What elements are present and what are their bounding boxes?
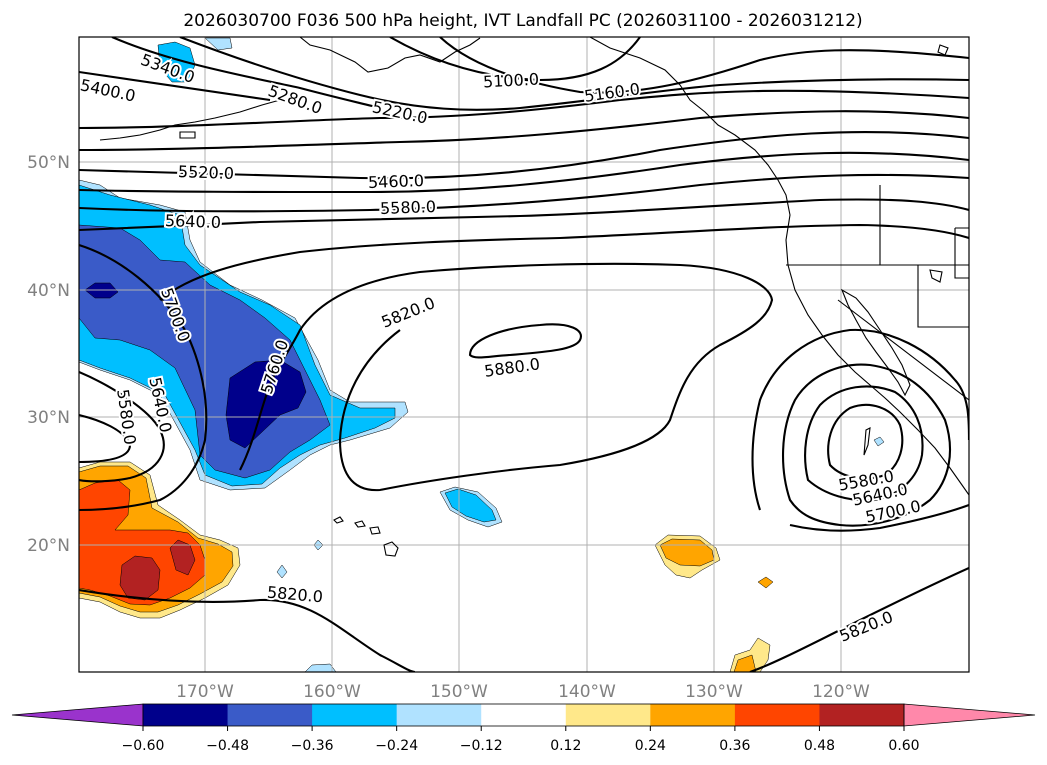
ivt-neg-hawaii	[444, 488, 497, 523]
contour-label: 5640.0	[165, 211, 222, 232]
colorbar-segment	[481, 704, 567, 726]
colorbar-segment	[143, 704, 229, 726]
lon-tick-label: 120°W	[812, 682, 870, 702]
lat-tick-label: 40°N	[27, 281, 70, 301]
ivt-pos-darkred	[119, 555, 161, 601]
lon-tick-labels: 170°W 160°W 150°W 140°W 130°W 120°W	[176, 682, 870, 702]
ivt-neg-small	[276, 564, 288, 579]
lon-tick-label: 170°W	[176, 682, 234, 702]
contour-label: 5580.0	[113, 388, 140, 446]
colorbar-segment	[565, 704, 651, 726]
lat-tick-labels: 50°N 40°N 30°N 20°N	[27, 153, 70, 556]
ivt-pos-bottom	[733, 654, 757, 672]
ivt-neg-dark-center	[225, 359, 307, 449]
ivt-neg-north	[157, 41, 196, 83]
lon-tick-label: 130°W	[685, 682, 743, 702]
colorbar-tick-label: 0.24	[635, 738, 666, 754]
lon-tick-label: 150°W	[430, 682, 488, 702]
colorbar-tick-label: −0.60	[122, 738, 165, 754]
colorbar-segment	[396, 704, 482, 726]
ivt-pos-red	[79, 479, 206, 606]
colorbar-tick-label: −0.36	[291, 738, 334, 754]
graticule	[79, 37, 969, 672]
ivt-neg-north2	[204, 37, 233, 51]
lat-tick-label: 50°N	[27, 153, 70, 173]
colorbar: −0.60 −0.48 −0.36 −0.24 −0.12 0.12 0.24 0.36 0.4…	[11, 703, 1036, 754]
colorbar-tick-label: 0.36	[719, 738, 750, 754]
contour-label: 5460.0	[368, 171, 425, 192]
lat-tick-label: 20°N	[27, 536, 70, 556]
colorbar-extend-left	[11, 703, 144, 727]
colorbar-tick-label: −0.24	[375, 738, 418, 754]
ivt-neg-baja	[873, 436, 885, 447]
colorbar-extend-right	[903, 703, 1036, 727]
lon-tick-label: 140°W	[558, 682, 616, 702]
colorbar-tick-label: −0.12	[460, 738, 503, 754]
lon-tick-label: 160°W	[303, 682, 361, 702]
lat-tick-label: 30°N	[27, 408, 70, 428]
colorbar-tick-label: 0.60	[888, 738, 919, 754]
contour-label: 5580.0	[380, 197, 437, 218]
ivt-pos-darkred2	[169, 539, 196, 576]
ivt-neg-bottom	[304, 663, 337, 672]
colorbar-segment	[650, 704, 736, 726]
colorbar-segment	[819, 704, 905, 726]
contour-label: 5100.0	[483, 70, 540, 92]
colorbar-tick-label: 0.48	[804, 738, 835, 754]
height-contours	[79, 37, 969, 672]
colorbar-frame	[142, 703, 905, 727]
colorbar-segment	[227, 704, 313, 726]
colorbar-tick-label: −0.48	[206, 738, 249, 754]
ivt-pos-small	[757, 576, 774, 589]
ivt-shading	[79, 37, 885, 672]
contour-label: 5520.0	[178, 162, 235, 183]
map-frame	[78, 36, 970, 673]
colorbar-tick-label: 0.12	[550, 738, 581, 754]
colorbar-segment	[734, 704, 820, 726]
colorbar-segment	[312, 704, 398, 726]
figure-title: 2026030700 F036 500 hPa height, IVT Land…	[183, 11, 862, 31]
